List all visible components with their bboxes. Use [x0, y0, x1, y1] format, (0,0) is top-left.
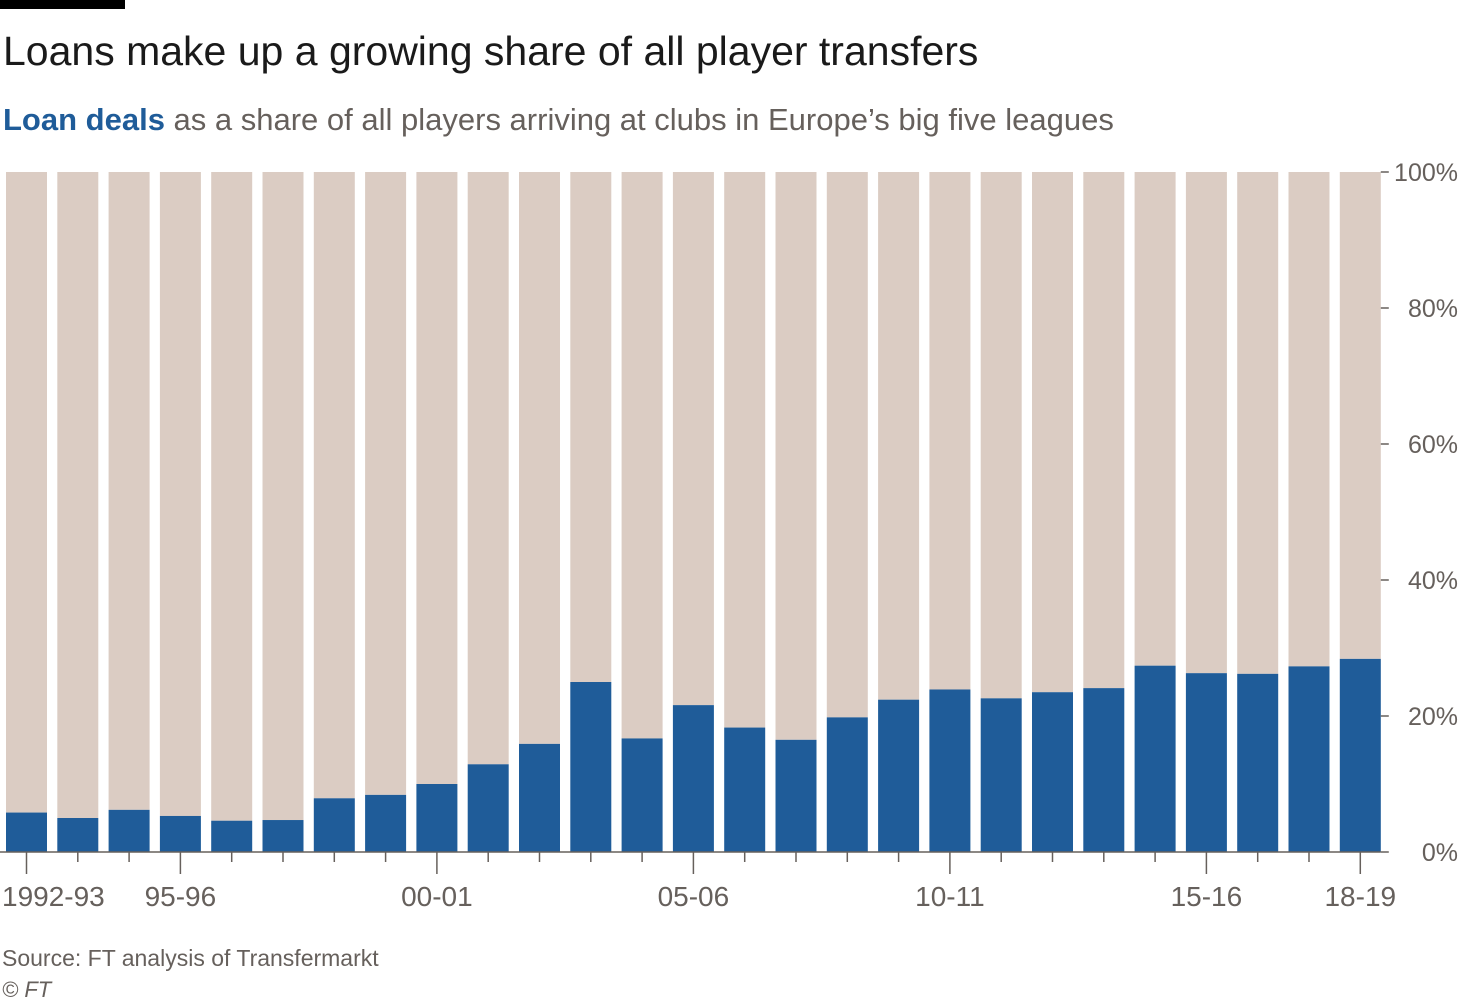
bar-loan-20: [1032, 692, 1073, 852]
bar-remainder-21: [1083, 172, 1125, 689]
bar-loan-4: [211, 820, 253, 852]
bar-loan-14: [724, 727, 766, 852]
bar-remainder-3: [159, 172, 201, 816]
bar-remainder-17: [878, 172, 920, 700]
bar-remainder-10: [519, 172, 560, 744]
bars-group: [6, 172, 1381, 852]
bar-loan-7: [365, 794, 407, 852]
bar-loan-9: [467, 764, 509, 852]
bar-remainder-23: [1185, 172, 1227, 674]
source-note: Source: FT analysis of Transfermarkt: [2, 945, 379, 971]
bar-loan-22: [1134, 665, 1176, 852]
x-tick-label: 15-16: [1171, 881, 1243, 912]
bar-remainder-26: [1339, 172, 1381, 659]
x-tick-label: 95-96: [145, 881, 217, 912]
y-tick-label: 20%: [1408, 703, 1458, 731]
subtitle-highlight: Loan deals: [3, 102, 165, 137]
y-tick-label: 0%: [1422, 839, 1458, 867]
y-tick-label: 80%: [1408, 295, 1458, 323]
x-tick-label: 05-06: [658, 881, 730, 912]
bar-loan-10: [519, 743, 560, 852]
y-tick-label: 60%: [1408, 431, 1458, 459]
bar-remainder-16: [826, 172, 868, 718]
copyright-note: © FT: [2, 977, 52, 1002]
x-tick-label: 00-01: [401, 881, 473, 912]
subtitle-rest: as a share of all players arriving at cl…: [164, 102, 1114, 137]
bar-loan-23: [1185, 673, 1227, 852]
bar-loan-16: [826, 717, 868, 852]
bar-remainder-18: [929, 172, 971, 690]
bar-remainder-1: [57, 172, 99, 818]
bar-remainder-8: [416, 172, 458, 784]
x-tick-label: 1992-93: [2, 881, 105, 912]
bar-loan-11: [570, 682, 612, 852]
y-tick-label: 40%: [1408, 567, 1458, 595]
bar-remainder-19: [980, 172, 1022, 699]
bar-chart: 0% 20% 40% 60% 80% 100% 1992-93 95-96 00-01 05-0…: [0, 159, 1458, 912]
bar-loan-18: [929, 689, 971, 852]
bar-remainder-5: [262, 172, 304, 821]
bar-remainder-14: [724, 172, 766, 728]
bar-loan-0: [6, 812, 47, 852]
bar-remainder-9: [467, 172, 509, 765]
bar-loan-1: [57, 818, 99, 852]
bar-remainder-15: [775, 172, 817, 740]
bar-loan-5: [262, 820, 304, 852]
bar-remainder-25: [1288, 172, 1330, 667]
chart-title: Loans make up a growing share of all pla…: [3, 28, 979, 74]
chart-subtitle: Loan deals as a share of all players arr…: [3, 100, 1114, 140]
bar-loan-26: [1339, 658, 1381, 852]
bar-loan-25: [1288, 666, 1330, 852]
y-tick-label: 100%: [1394, 159, 1458, 187]
bar-loan-13: [672, 705, 714, 852]
bar-remainder-6: [313, 172, 355, 799]
x-tick-label: 18-19: [1324, 881, 1396, 912]
bar-loan-8: [416, 784, 458, 852]
bar-remainder-20: [1032, 172, 1073, 693]
x-tick-label: 10-11: [915, 881, 985, 912]
bar-loan-12: [621, 738, 663, 852]
bar-remainder-12: [621, 172, 663, 739]
bar-remainder-13: [672, 172, 714, 706]
bar-loan-15: [775, 739, 817, 852]
bar-remainder-24: [1237, 172, 1279, 674]
bar-remainder-2: [108, 172, 150, 810]
bar-loan-6: [313, 798, 355, 852]
bar-remainder-7: [365, 172, 407, 795]
bar-loan-19: [980, 698, 1022, 852]
bar-remainder-0: [6, 172, 47, 813]
bar-loan-3: [159, 815, 201, 852]
bar-remainder-4: [211, 172, 253, 821]
bar-remainder-11: [570, 172, 612, 682]
bar-loan-21: [1083, 688, 1125, 852]
y-axis: 0% 20% 40% 60% 80% 100%: [1380, 159, 1458, 867]
bar-loan-2: [108, 809, 150, 852]
bar-loan-17: [878, 699, 920, 852]
x-axis: 1992-93 95-96 00-01 05-06 10-11 15-16 18-19: [0, 851, 1396, 912]
top-rule: [0, 0, 125, 9]
bar-remainder-22: [1134, 172, 1176, 666]
bar-loan-24: [1237, 673, 1279, 852]
